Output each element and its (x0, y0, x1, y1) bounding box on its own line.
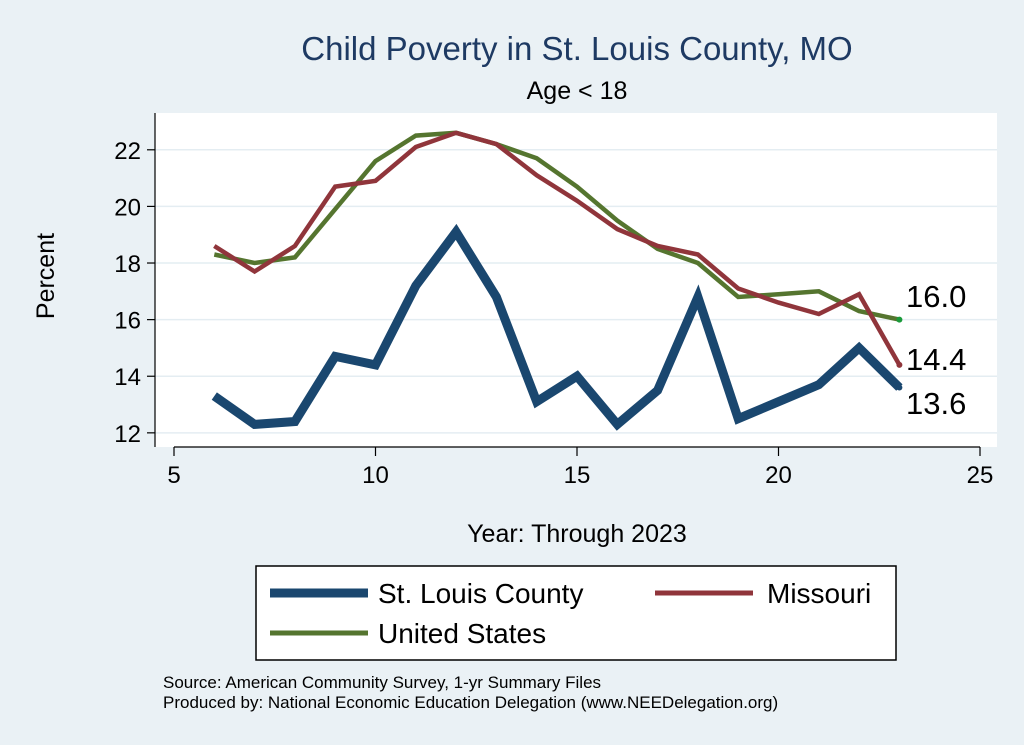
x-tick-label-25: 25 (967, 462, 994, 489)
x-tick-label-15: 15 (564, 462, 591, 489)
end-point-missouri (896, 361, 903, 368)
legend: St. Louis County Missouri United States (255, 565, 897, 661)
y-axis-title: Percent (32, 233, 60, 319)
series-layer (211, 130, 903, 431)
legend-label-united-states: United States (378, 618, 546, 649)
y-tick-label-16: 16 (114, 308, 141, 335)
x-tick-label-20: 20 (765, 462, 792, 489)
end-point-united-states (896, 316, 903, 323)
source-note: Source: American Community Survey, 1-yr … (163, 673, 601, 692)
axes: 12 14 16 18 20 22 5 10 15 20 25 (114, 113, 993, 489)
end-label-st-louis-county: 13.6 (906, 386, 966, 421)
end-point-st-louis-county (896, 384, 903, 391)
legend-label-st-louis-county: St. Louis County (378, 578, 583, 609)
legend-label-missouri: Missouri (767, 578, 871, 609)
chart-title: Child Poverty in St. Louis County, MO (301, 30, 852, 67)
y-tick-label-14: 14 (114, 364, 141, 391)
series-line-missouri (213, 130, 902, 367)
series-line-united-states (213, 130, 900, 322)
y-tick-label-12: 12 (114, 421, 141, 448)
producer-note: Produced by: National Economic Education… (163, 693, 778, 712)
end-label-united-states: 16.0 (906, 279, 966, 314)
x-axis-title: Year: Through 2023 (467, 520, 687, 548)
x-tick-label-5: 5 (167, 462, 180, 489)
legend-box (255, 565, 897, 661)
y-tick-label-18: 18 (114, 251, 141, 278)
end-label-missouri: 14.4 (906, 342, 966, 377)
end-labels: 16.0 14.4 13.6 (896, 279, 966, 421)
grid (155, 149, 997, 434)
chart-subtitle: Age < 18 (527, 77, 628, 105)
y-tick-label-20: 20 (114, 194, 141, 221)
y-tick-label-22: 22 (114, 138, 141, 165)
x-tick-label-10: 10 (362, 462, 389, 489)
series-line-st-louis-county (211, 223, 903, 431)
plot-area (155, 113, 997, 447)
